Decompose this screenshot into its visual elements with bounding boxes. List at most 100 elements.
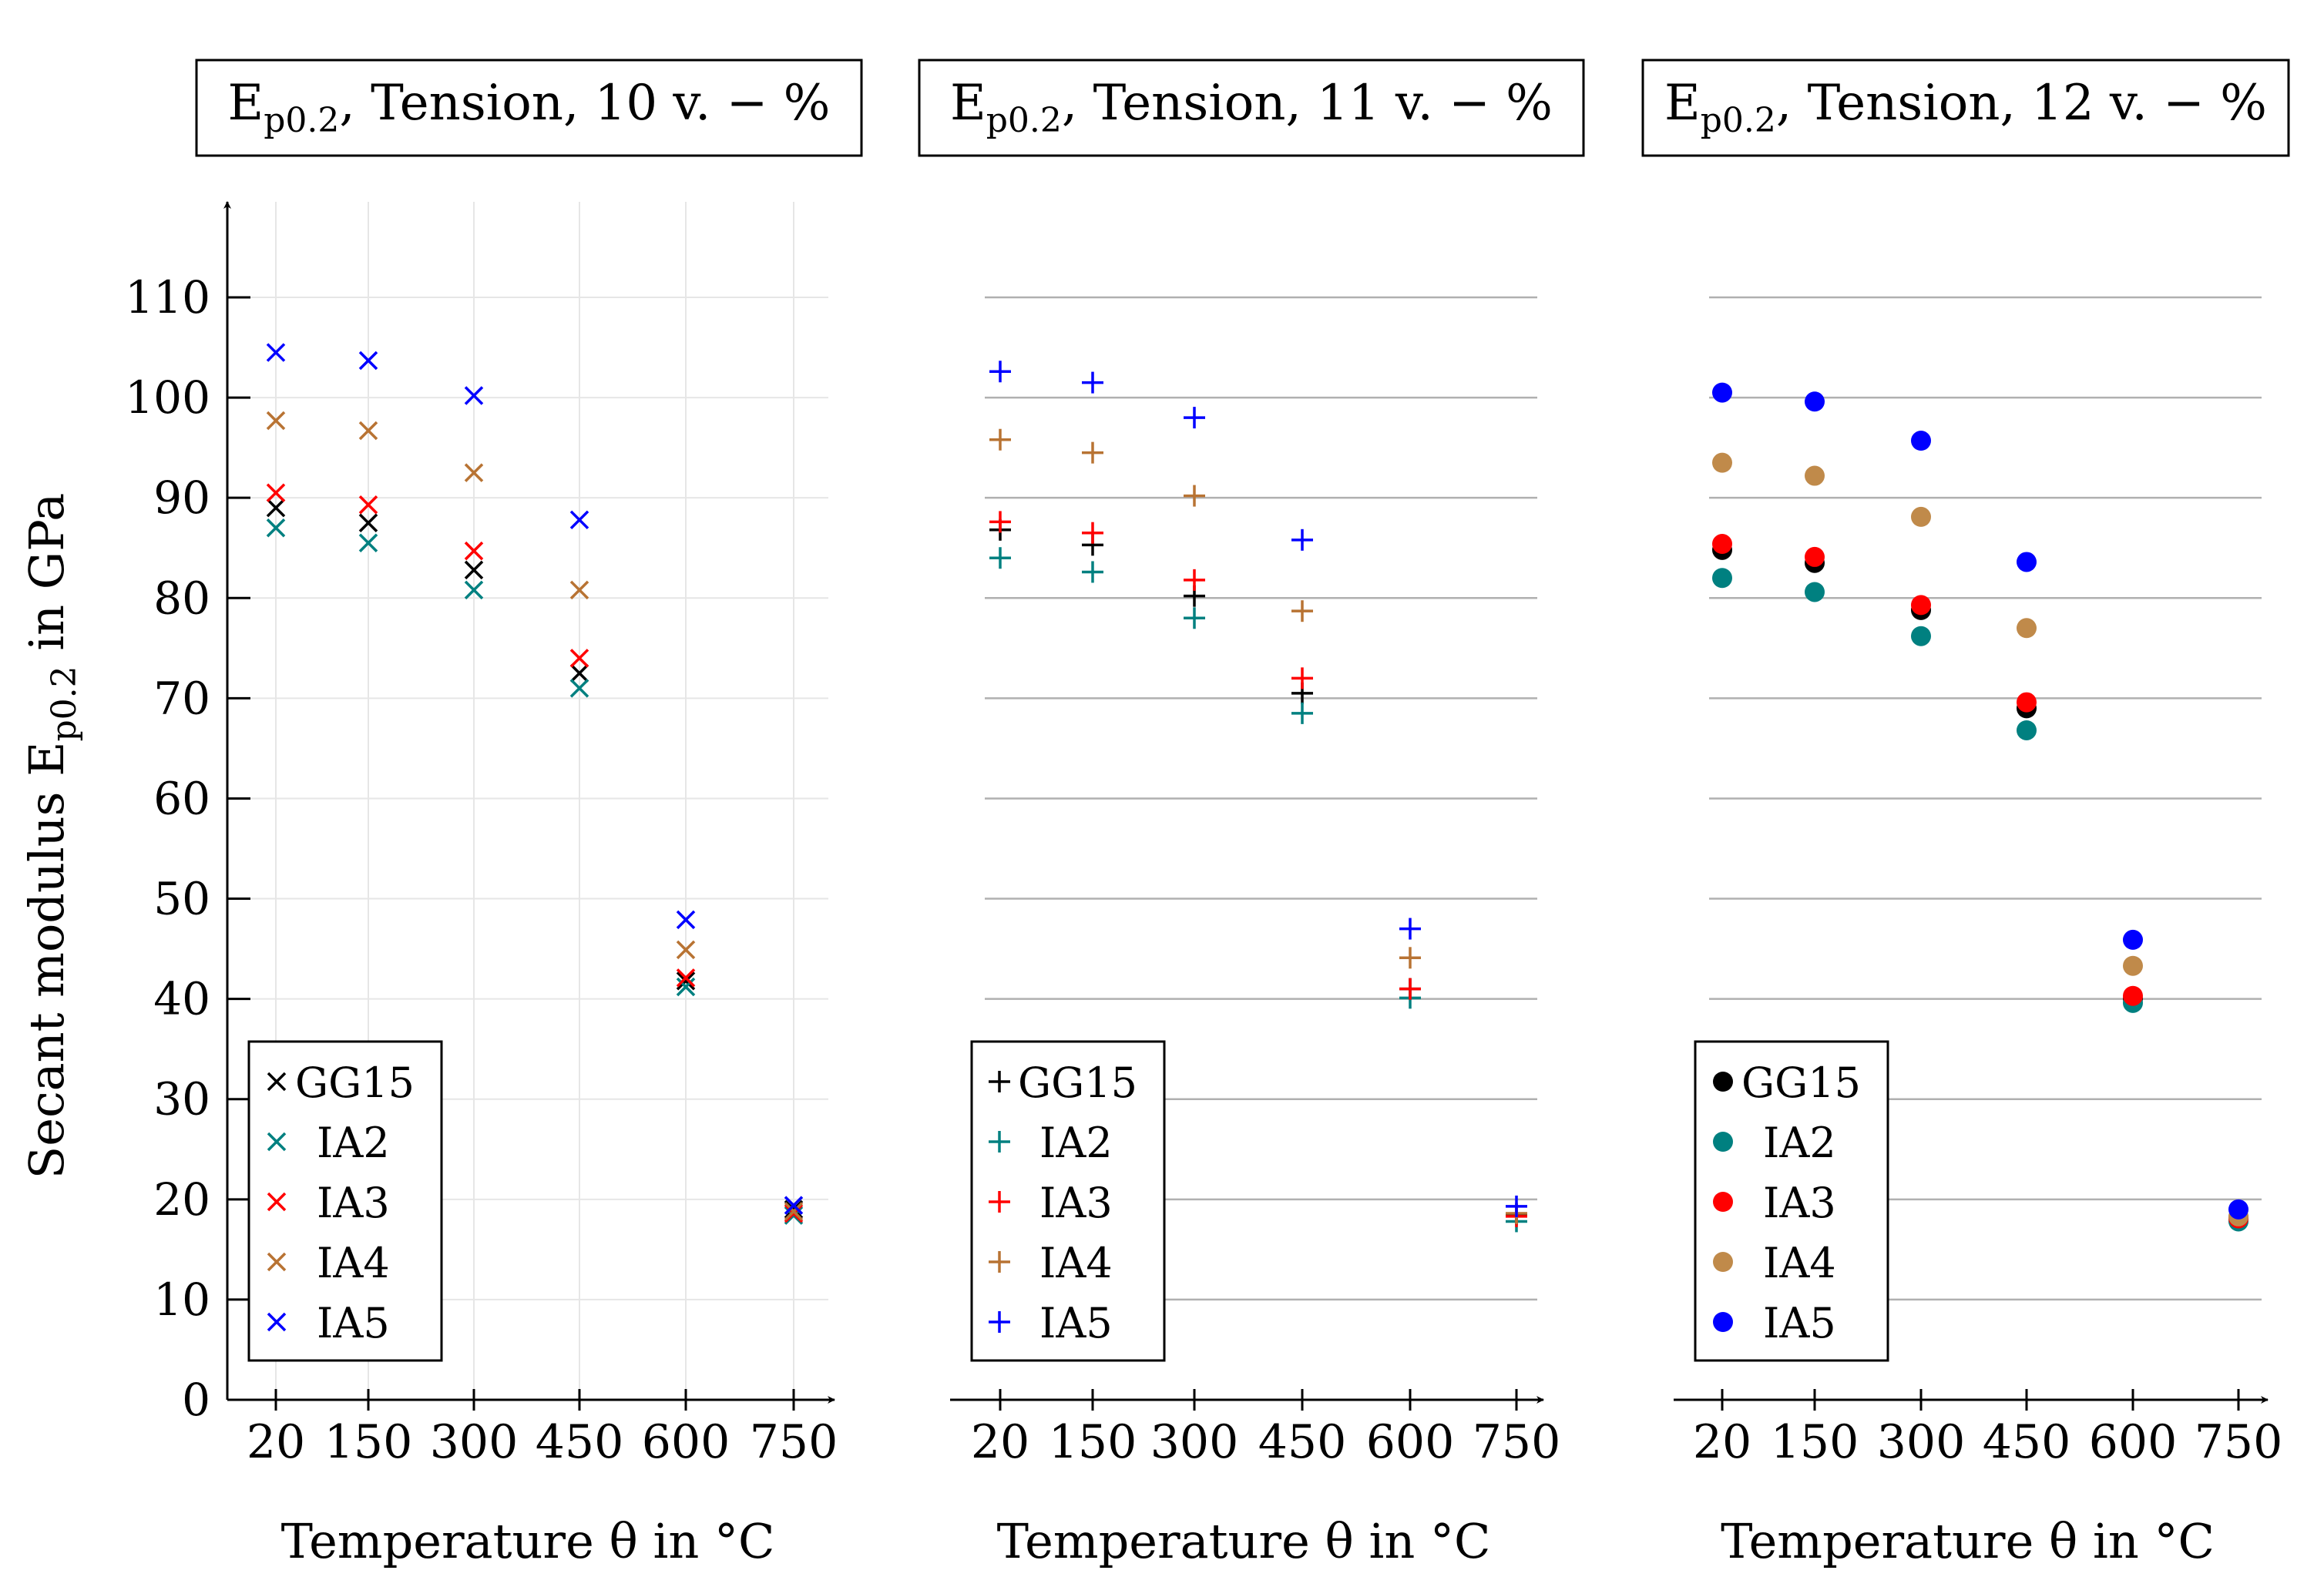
marker-stroke <box>464 560 484 580</box>
title-subscript: p0.2 <box>986 101 1062 140</box>
x-tick-label: 20 <box>1693 1415 1751 1469</box>
x-tick-label: 750 <box>750 1415 838 1469</box>
marker-stroke <box>266 411 286 431</box>
data-point-ia5 <box>1805 391 1825 412</box>
title-text: Ep0.2, Tension, 10 v. − % <box>228 75 831 140</box>
legend-label-ia5: IA5 <box>1039 1299 1113 1347</box>
data-point-ia2 <box>1805 582 1825 602</box>
legend-marker-ia2 <box>267 1132 287 1152</box>
data-point-ia5 <box>989 361 1011 383</box>
data-point-ia3 <box>266 483 286 502</box>
marker-stroke <box>784 1202 804 1221</box>
x-tick-label: 750 <box>2195 1415 2283 1469</box>
marker-stroke <box>358 513 378 532</box>
legend-label-ia5: IA5 <box>317 1299 390 1347</box>
legend-marker-ia5 <box>1713 1312 1733 1332</box>
data-point-ia3 <box>569 649 589 668</box>
series-ia4 <box>266 411 804 1221</box>
series-ia3 <box>266 483 804 1223</box>
title-symbol: E <box>228 75 264 132</box>
data-point-ia4 <box>2123 955 2143 976</box>
legend-label-ia2: IA2 <box>1039 1119 1113 1167</box>
data-point-ia2 <box>464 580 484 600</box>
title-rest: , Tension, 10 v. − % <box>339 75 830 132</box>
marker-stroke <box>266 518 286 538</box>
data-point-gg15 <box>358 513 378 532</box>
x-tick-label: 600 <box>1366 1415 1455 1469</box>
x-tick-label: 600 <box>642 1415 730 1469</box>
x-tick-label: 450 <box>1258 1415 1347 1469</box>
marker-stroke <box>358 533 378 552</box>
data-point-ia4 <box>464 463 484 482</box>
legend: GG15 IA2 IA3 IA4 IA5 <box>1694 1040 1889 1362</box>
title-box <box>195 59 863 157</box>
legend-marker-ia5 <box>989 1311 1010 1333</box>
data-point-ia5 <box>1399 918 1421 940</box>
title-symbol: E <box>950 75 986 132</box>
data-point-ia4 <box>989 428 1011 451</box>
legend-marker-ia2 <box>1713 1132 1733 1152</box>
legend-label-ia2: IA2 <box>1763 1119 1836 1167</box>
data-point-ia4 <box>1082 441 1103 464</box>
marker-stroke <box>569 679 589 698</box>
legend-box <box>247 1040 443 1362</box>
marker-stroke <box>676 910 696 930</box>
title-symbol: E <box>1664 75 1701 132</box>
series-gg15 <box>266 498 804 1220</box>
y-tick-label: 0 <box>182 1374 210 1426</box>
title-rest: , Tension, 12 v. − % <box>1776 75 2267 132</box>
data-point-ia4 <box>676 940 696 960</box>
data-point-ia5 <box>266 343 286 362</box>
data-point-ia5 <box>1712 382 1732 403</box>
data-point-ia2 <box>569 679 589 698</box>
x-tick-label: 600 <box>2089 1415 2178 1469</box>
x-tick-label: 300 <box>430 1415 519 1469</box>
title-subscript: p0.2 <box>1701 101 1776 140</box>
data-point-ia3 <box>358 495 378 515</box>
data-point-ia2 <box>1082 561 1103 583</box>
legend-marker-ia3 <box>1713 1192 1733 1212</box>
data-point-ia5 <box>1184 407 1205 429</box>
marker-stroke <box>267 1252 287 1272</box>
y-tick-label: 90 <box>153 471 210 524</box>
panel-title: Ep0.2, Tension, 12 v. − % <box>1641 59 2290 157</box>
legend-label-ia3: IA3 <box>317 1179 390 1227</box>
y-tick-label: 30 <box>153 1073 210 1126</box>
x-tick-label: 20 <box>247 1415 305 1469</box>
marker-stroke <box>569 510 589 530</box>
legend-marker-ia4 <box>267 1252 287 1272</box>
marker-stroke <box>266 498 286 518</box>
marker-stroke <box>267 1192 287 1212</box>
data-point-ia5 <box>2017 552 2037 572</box>
legend-marker-ia2 <box>989 1131 1010 1153</box>
legend-marker-ia4 <box>1713 1252 1733 1272</box>
marker-stroke <box>676 968 696 988</box>
marker-stroke <box>267 1072 287 1092</box>
x-tick-label: 300 <box>1877 1415 1966 1469</box>
marker-stroke <box>358 421 378 441</box>
data-point-ia3 <box>2123 985 2143 1006</box>
marker-stroke <box>267 1312 287 1332</box>
data-point-ia4 <box>266 411 286 431</box>
title-box <box>1641 59 2290 157</box>
marker-stroke <box>464 463 484 482</box>
marker-stroke <box>676 971 696 991</box>
legend-label-gg15: GG15 <box>1018 1059 1137 1107</box>
marker-stroke <box>358 495 378 515</box>
data-point-ia5 <box>676 910 696 930</box>
data-point-ia3 <box>1805 546 1825 567</box>
data-point-ia3 <box>1399 978 1421 1000</box>
data-point-ia4 <box>1712 452 1732 473</box>
legend-label-ia2: IA2 <box>317 1119 390 1167</box>
data-point-gg15 <box>464 560 484 580</box>
data-point-ia3 <box>1712 534 1732 555</box>
data-point-ia4 <box>1291 600 1313 622</box>
legend-label-ia3: IA3 <box>1039 1179 1113 1227</box>
marker-stroke <box>569 580 589 600</box>
y-tick-label: 80 <box>153 572 210 624</box>
y-axis-label: Secant modulus Ep0.2 in GPa <box>18 493 84 1179</box>
legend-label-gg15: GG15 <box>295 1059 415 1107</box>
y-tick-label: 70 <box>153 672 210 724</box>
marker-stroke <box>676 977 696 997</box>
